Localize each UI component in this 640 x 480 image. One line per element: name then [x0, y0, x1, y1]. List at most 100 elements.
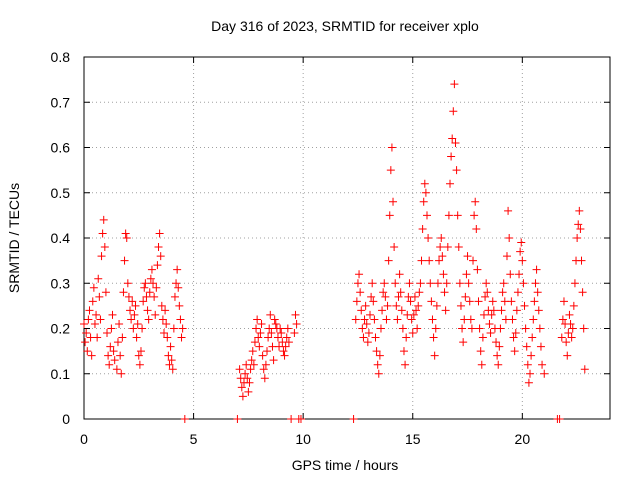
data-point — [418, 224, 427, 233]
data-point — [153, 261, 162, 270]
data-point — [395, 270, 404, 279]
data-point — [150, 292, 159, 301]
data-point — [131, 301, 140, 310]
data-point — [392, 301, 401, 310]
data-point — [530, 297, 539, 306]
data-point — [258, 351, 267, 360]
data-point — [529, 315, 538, 324]
data-point — [504, 206, 513, 215]
data-point — [492, 338, 501, 347]
data-point — [277, 329, 286, 338]
data-point — [417, 256, 426, 265]
data-point — [146, 274, 155, 283]
data-point — [180, 415, 189, 423]
data-point — [378, 306, 387, 315]
data-point — [444, 211, 453, 220]
data-point — [353, 279, 362, 288]
data-point — [282, 333, 291, 342]
data-point — [451, 138, 460, 147]
data-point — [242, 360, 251, 369]
data-point — [249, 360, 258, 369]
data-point — [479, 310, 488, 319]
data-point — [447, 152, 456, 161]
data-point — [161, 306, 170, 315]
data-point — [349, 415, 358, 423]
data-point — [98, 229, 107, 238]
data-point — [366, 310, 375, 319]
data-point — [276, 324, 285, 333]
data-point — [243, 374, 252, 383]
data-point — [81, 338, 90, 347]
data-point — [456, 301, 465, 310]
data-point — [151, 310, 160, 319]
data-point — [399, 347, 408, 356]
data-point — [250, 338, 259, 347]
data-point — [522, 342, 531, 351]
data-point — [252, 324, 261, 333]
y-tick-label: 0.8 — [51, 49, 71, 65]
data-point — [391, 279, 400, 288]
data-point — [437, 234, 446, 242]
y-axis: 0 0.1 0.2 0.3 0.4 0.5 0.6 0.7 0.8 — [51, 49, 610, 427]
data-point — [134, 351, 143, 360]
data-point — [512, 306, 521, 315]
data-point — [129, 324, 138, 333]
data-point — [580, 365, 589, 374]
data-point — [441, 306, 450, 315]
data-point — [266, 310, 275, 319]
data-point — [416, 279, 425, 288]
data-point — [461, 292, 470, 301]
data-point — [396, 288, 405, 297]
data-point — [166, 342, 175, 351]
data-point — [122, 234, 131, 242]
data-point — [568, 324, 577, 333]
data-point — [87, 351, 96, 360]
data-point — [510, 347, 519, 356]
data-point — [154, 243, 163, 252]
data-point — [115, 319, 124, 328]
data-point — [402, 333, 411, 342]
data-point — [287, 415, 296, 423]
y-tick-label: 0.2 — [51, 321, 71, 337]
data-point — [176, 315, 185, 324]
data-point — [577, 256, 586, 265]
data-point — [248, 347, 257, 356]
data-point — [281, 342, 290, 351]
data-point — [562, 338, 571, 347]
data-point — [368, 279, 377, 288]
data-point — [576, 224, 585, 233]
data-point — [531, 279, 540, 288]
data-point — [466, 315, 475, 324]
data-point — [280, 351, 289, 360]
data-point — [454, 243, 463, 252]
data-point — [389, 197, 398, 206]
data-point — [473, 265, 482, 274]
data-series — [80, 80, 589, 423]
data-point — [536, 342, 545, 351]
data-point — [358, 324, 367, 333]
data-point — [474, 297, 483, 306]
y-tick-label: 0.7 — [51, 94, 71, 110]
data-point — [523, 360, 532, 369]
data-point — [121, 229, 130, 238]
data-point — [88, 297, 97, 306]
data-point — [127, 315, 136, 324]
data-point — [458, 324, 467, 333]
data-point — [406, 297, 415, 306]
data-point — [370, 315, 379, 324]
data-point — [486, 329, 495, 338]
data-point — [463, 252, 472, 261]
data-point — [413, 324, 422, 333]
data-point — [567, 333, 576, 342]
data-point — [478, 333, 487, 342]
data-point — [540, 369, 549, 378]
data-point — [533, 288, 542, 297]
data-point — [436, 243, 445, 252]
data-point — [168, 365, 177, 374]
data-point — [157, 301, 166, 310]
data-point — [465, 297, 474, 306]
data-point — [559, 297, 568, 306]
data-point — [177, 333, 186, 342]
grid-lines — [84, 57, 610, 419]
